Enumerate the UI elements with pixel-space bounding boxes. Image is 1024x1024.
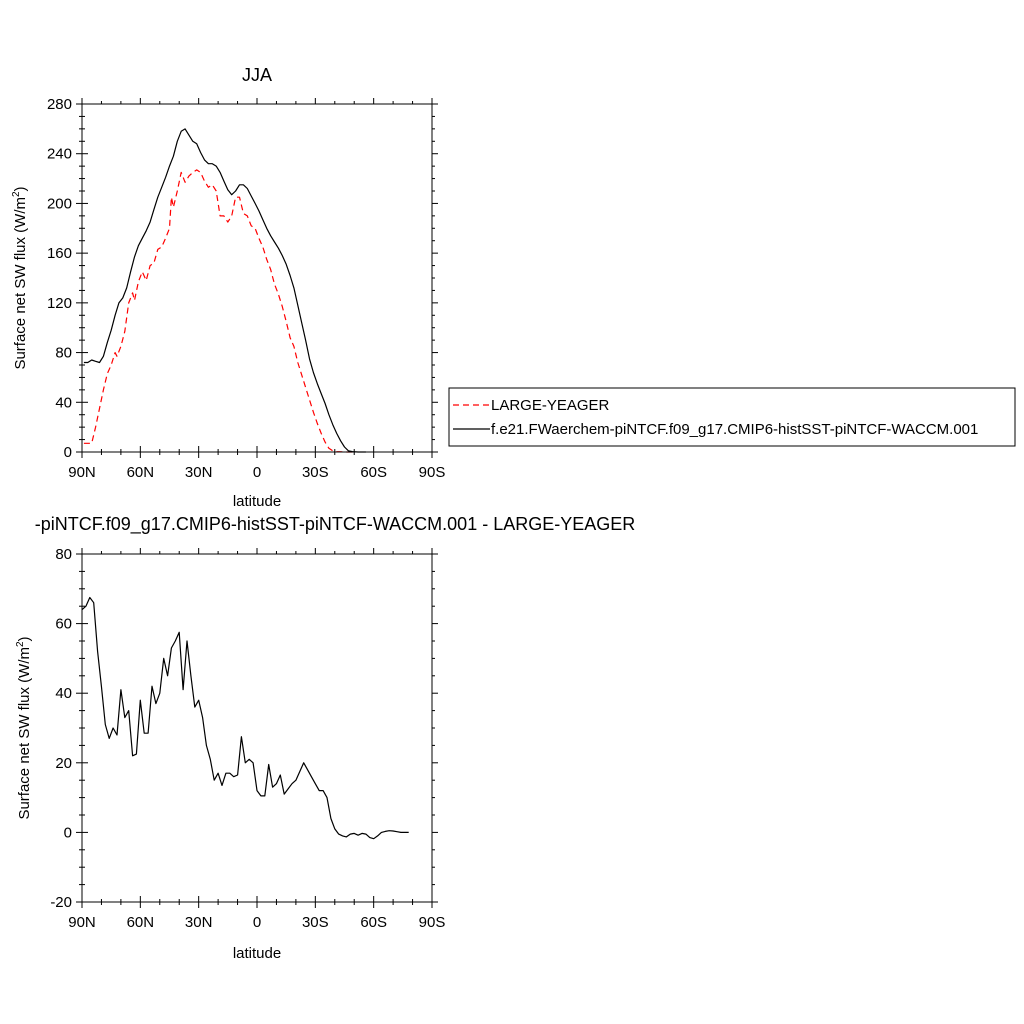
top-y-axis-title: Surface net SW flux (W/m2): [11, 186, 29, 369]
bot-y-tick-label: 20: [55, 755, 72, 772]
top-axis-ticks: [76, 98, 438, 458]
legend-label-large-yeager: LARGE-YEAGER: [491, 397, 610, 414]
bot-x-tick-label: 30N: [185, 914, 213, 931]
bot-x-tick-label: 90S: [419, 914, 446, 931]
top-y-tick-label: 0: [64, 444, 72, 461]
top-x-tick-label: 90N: [68, 464, 96, 481]
top-x-tick-label: 90S: [419, 464, 446, 481]
top-y-tick-label: 160: [47, 245, 72, 262]
bot-x-tick-label: 60S: [360, 914, 387, 931]
top-x-axis-title: latitude: [233, 493, 281, 510]
top-plot-frame: [81, 103, 433, 453]
bottom-tick-labels: 90N 60N 30N 0 30S 60S 90S -20 0 20 40 60 80: [50, 546, 445, 931]
legend-frame: [448, 387, 1016, 447]
bottom-series-lines: [81, 596, 409, 840]
top-tick-labels: 90N 60N 30N 0 30S 60S 90S 0 40 80 120 160 200 240 280: [47, 96, 445, 481]
bottom-y-axis-title-close: ): [16, 636, 33, 641]
bot-y-tick-label: 40: [55, 685, 72, 702]
bottom-plot-title: -piNTCF.f09_g17.CMIP6-histSST-piNTCF-WAC…: [35, 514, 635, 535]
legend: LARGE-YEAGER f.e21.FWaerchem-piNTCF.f09_…: [448, 387, 1016, 447]
top-y-tick-label: 240: [47, 146, 72, 163]
top-y-axis-title-sup: 2: [11, 191, 22, 197]
bot-y-tick-label: 80: [55, 546, 72, 563]
bot-y-tick-label: -20: [50, 894, 72, 911]
top-series-line-1: [83, 128, 366, 453]
top-y-axis-title-close: ): [12, 186, 29, 191]
bottom-axis-ticks: [76, 548, 438, 908]
top-y-tick-label: 40: [55, 394, 72, 411]
bot-x-tick-label: 0: [253, 914, 261, 931]
top-y-tick-label: 200: [47, 195, 72, 212]
top-y-tick-label: 120: [47, 295, 72, 312]
bottom-plot-frame: [81, 553, 433, 903]
top-series-line-0: [83, 169, 355, 453]
bottom-panel: -piNTCF.f09_g17.CMIP6-histSST-piNTCF-WAC…: [15, 514, 635, 962]
top-y-tick-label: 80: [55, 345, 72, 362]
top-x-tick-label: 30N: [185, 464, 213, 481]
bot-x-tick-label: 90N: [68, 914, 96, 931]
top-plot-title: JJA: [242, 65, 272, 85]
bottom-y-axis-title-main: Surface net SW flux (W/m: [16, 647, 33, 820]
top-y-tick-label: 280: [47, 96, 72, 113]
top-panel: JJA 90N 60N 30N 0 30S 60S 90S 0 40 80 120 160 200 240…: [11, 65, 1016, 510]
top-x-tick-label: 0: [253, 464, 261, 481]
top-x-tick-label: 60S: [360, 464, 387, 481]
top-y-axis-title-main: Surface net SW flux (W/m: [12, 197, 29, 370]
top-x-tick-label: 30S: [302, 464, 329, 481]
bot-series-line-0: [81, 596, 409, 840]
legend-label-waccm: f.e21.FWaerchem-piNTCF.f09_g17.CMIP6-his…: [491, 421, 978, 438]
bot-y-tick-label: 0: [64, 824, 72, 841]
top-series-lines: [83, 128, 366, 453]
bottom-y-axis-title-sup: 2: [15, 641, 26, 647]
bottom-y-axis-title: Surface net SW flux (W/m2): [15, 636, 33, 819]
top-x-tick-label: 60N: [127, 464, 155, 481]
bottom-x-axis-title: latitude: [233, 945, 281, 962]
bot-x-tick-label: 30S: [302, 914, 329, 931]
bot-y-tick-label: 60: [55, 616, 72, 633]
bot-x-tick-label: 60N: [127, 914, 155, 931]
